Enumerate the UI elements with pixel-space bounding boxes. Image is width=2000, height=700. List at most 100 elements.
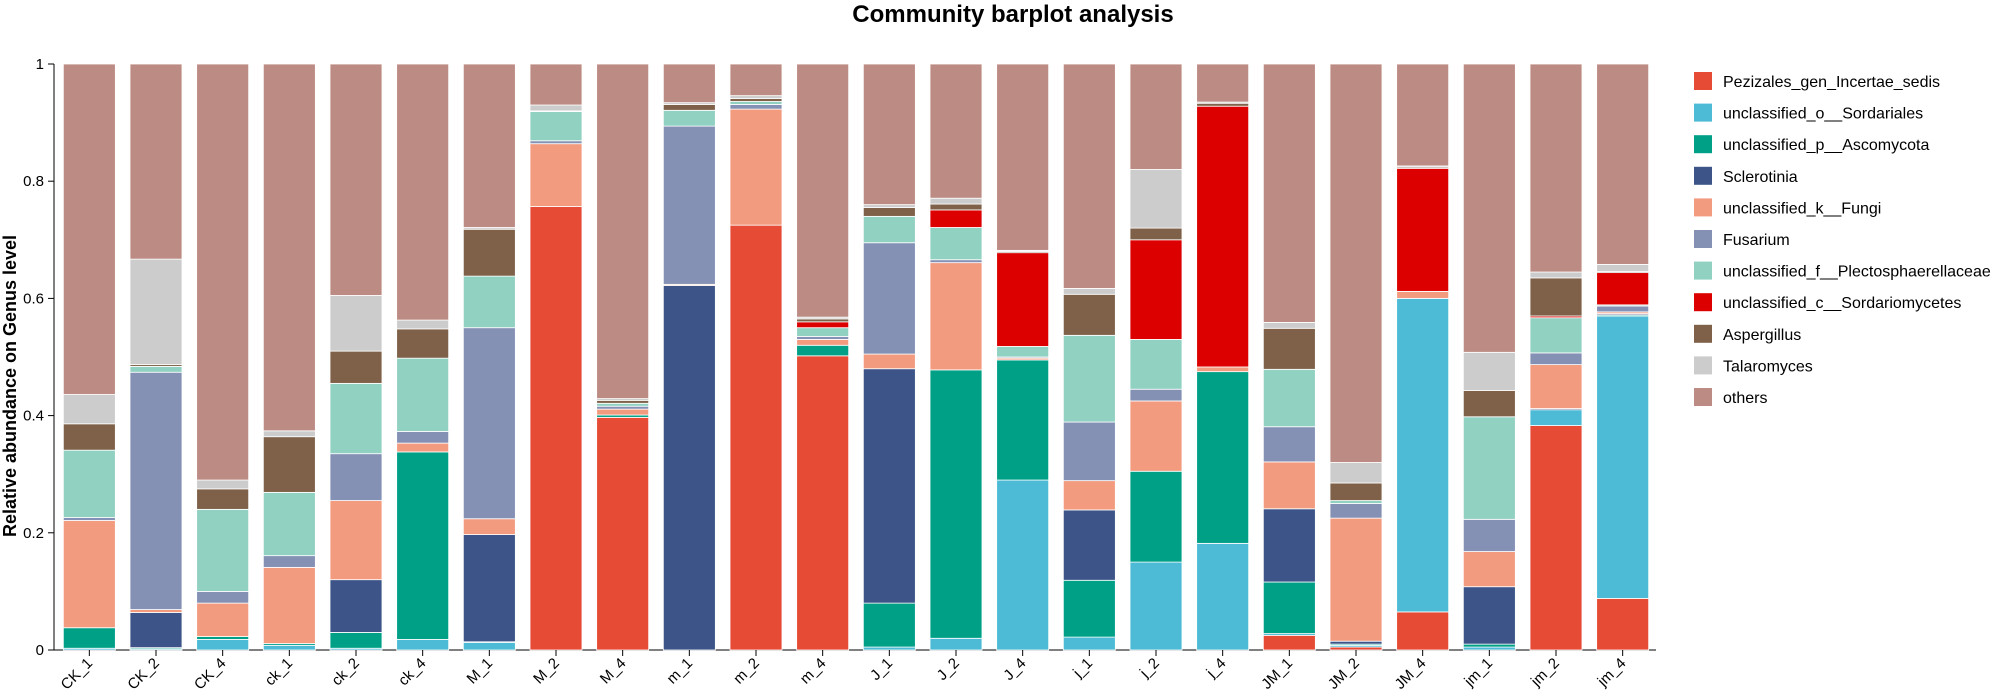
bar-segment bbox=[196, 602, 250, 637]
x-tick-label: jm_2 bbox=[1527, 655, 1563, 691]
x-tick-label: J_1 bbox=[867, 655, 896, 684]
bar-segment bbox=[929, 369, 983, 639]
bar-segment bbox=[862, 602, 916, 648]
bar-segment bbox=[462, 641, 516, 651]
bar-stack bbox=[462, 63, 516, 651]
x-tick-label: m_4 bbox=[797, 655, 830, 688]
bar-segment bbox=[862, 204, 916, 208]
bar-segment bbox=[1062, 480, 1116, 511]
bar-stack bbox=[1129, 63, 1183, 651]
x-tick-label: j_4 bbox=[1203, 655, 1230, 682]
bar-segment bbox=[1329, 462, 1383, 484]
x-tick-labels: CK_1 CK_2 CK_4 ck_1 ck_2 ck_4 M_1 M_2 M_4 m_1 m_2 m… bbox=[58, 650, 1629, 694]
bar-segment bbox=[196, 508, 250, 592]
x-tick-label: ck_1 bbox=[262, 655, 296, 689]
bar-segment bbox=[996, 479, 1050, 651]
bar-segment bbox=[262, 430, 316, 438]
bars bbox=[62, 63, 1650, 651]
bar-segment bbox=[1262, 581, 1316, 634]
bar-stack bbox=[662, 63, 716, 651]
bar-segment bbox=[796, 355, 850, 651]
bar-segment bbox=[396, 357, 450, 432]
bar-segment bbox=[129, 258, 183, 366]
chart-title: Community barplot analysis bbox=[852, 1, 1173, 28]
bar-segment bbox=[329, 382, 383, 455]
legend-swatch bbox=[1694, 324, 1712, 343]
bar-segment bbox=[529, 104, 583, 112]
bar-stack bbox=[262, 63, 316, 651]
bar-segment bbox=[462, 275, 516, 329]
bar-segment bbox=[1262, 634, 1316, 651]
bar-segment bbox=[462, 327, 516, 520]
legend-swatch bbox=[1694, 230, 1712, 248]
bar-segment bbox=[1329, 646, 1383, 651]
bar-segment bbox=[596, 399, 650, 404]
x-tick-label: ck_4 bbox=[395, 655, 429, 689]
bar-segment bbox=[1262, 322, 1316, 329]
bar-segment bbox=[1129, 63, 1183, 170]
bar-segment bbox=[396, 328, 450, 359]
bar-segment bbox=[996, 359, 1050, 481]
bar-segment bbox=[1396, 611, 1450, 651]
bar-segment bbox=[929, 259, 983, 264]
y-tick-label: 0.6 bbox=[23, 290, 44, 307]
bar-segment bbox=[1062, 334, 1116, 423]
bar-segment bbox=[62, 520, 116, 629]
bar-segment bbox=[129, 609, 183, 613]
x-tick-label: jm_1 bbox=[1460, 655, 1496, 691]
y-tick-label: 0.2 bbox=[23, 525, 44, 542]
bar-segment bbox=[796, 344, 850, 357]
bar-segment bbox=[1596, 63, 1650, 265]
bar-segment bbox=[929, 197, 983, 205]
bar-stack bbox=[1396, 63, 1450, 651]
bar-segment bbox=[862, 646, 916, 651]
bar-segment bbox=[262, 566, 316, 644]
bar-segment bbox=[329, 350, 383, 384]
bar-segment bbox=[596, 416, 650, 651]
bar-segment bbox=[1129, 169, 1183, 229]
bar-stack bbox=[1329, 63, 1383, 651]
bar-segment bbox=[1062, 288, 1116, 295]
bar-segment bbox=[862, 63, 916, 206]
bar-segment bbox=[1129, 470, 1183, 563]
legend-swatch bbox=[1694, 356, 1712, 375]
x-tick-label: M_4 bbox=[597, 655, 630, 688]
bar-segment bbox=[462, 228, 516, 277]
bar-segment bbox=[729, 63, 783, 97]
bar-segment bbox=[729, 104, 783, 110]
legend-label: unclassified_o__Sordariales bbox=[1723, 106, 1923, 123]
bar-segment bbox=[1462, 390, 1516, 418]
bar-segment bbox=[862, 242, 916, 355]
x-tick-label: CK_2 bbox=[124, 655, 163, 694]
bar-segment bbox=[1529, 317, 1583, 354]
bar-segment bbox=[1196, 105, 1250, 368]
legend-label: unclassified_f__Plectosphaerellaceae bbox=[1723, 264, 1991, 281]
bar-segment bbox=[996, 252, 1050, 347]
bar-segment bbox=[662, 63, 716, 104]
bar-segment bbox=[329, 632, 383, 649]
bar-segment bbox=[1396, 167, 1450, 292]
bar-segment bbox=[1396, 297, 1450, 613]
bar-segment bbox=[596, 408, 650, 416]
bar-segment bbox=[462, 534, 516, 643]
y-tick-label: 1 bbox=[36, 56, 44, 73]
x-tick-label: M_1 bbox=[464, 655, 497, 688]
bar-segment bbox=[396, 442, 450, 453]
bar-segment bbox=[1196, 371, 1250, 544]
bar-segment bbox=[862, 353, 916, 370]
bar-segment bbox=[196, 63, 250, 481]
bar-segment bbox=[62, 63, 116, 395]
bar-segment bbox=[1529, 409, 1583, 426]
x-tick-label: JM_1 bbox=[1258, 655, 1296, 693]
bar-stack bbox=[1062, 63, 1116, 651]
bar-segment bbox=[396, 451, 450, 640]
bar-segment bbox=[329, 579, 383, 633]
legend-label: Sclerotinia bbox=[1723, 169, 1798, 186]
x-tick-label: CK_1 bbox=[58, 655, 97, 694]
bar-segment bbox=[1262, 368, 1316, 428]
bar-segment bbox=[1196, 366, 1250, 373]
bar-segment bbox=[729, 101, 783, 105]
legend-swatch bbox=[1694, 388, 1712, 406]
bar-segment bbox=[196, 636, 250, 640]
bar-segment bbox=[729, 108, 783, 226]
